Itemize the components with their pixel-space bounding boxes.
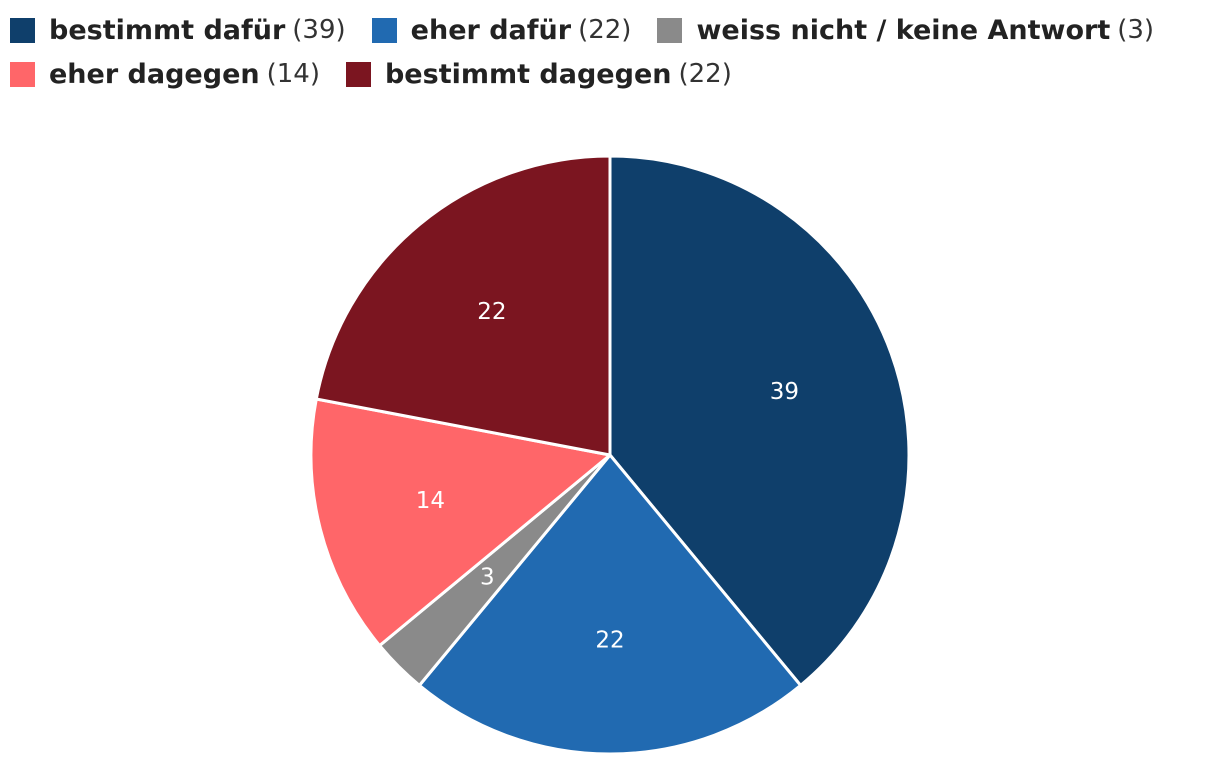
pie-slices <box>309 154 911 756</box>
legend-swatch <box>10 17 35 43</box>
pie-data-labels: 39 22 3 14 22 <box>416 299 799 653</box>
legend-label: weiss nicht / keine Antwort <box>696 14 1111 46</box>
legend-label: eher dafür <box>410 14 572 46</box>
pie-data-label: 39 <box>770 379 799 405</box>
legend-row: bestimmt dafür (39) eher dafür (22) weis… <box>10 10 1210 50</box>
legend-item-eher-dafuer: eher dafür (22) <box>371 14 632 46</box>
legend-swatch <box>657 17 683 43</box>
legend-count: (14) <box>266 59 320 89</box>
legend-count: (39) <box>292 15 346 45</box>
pie-slice-eher-dagegen <box>309 397 612 648</box>
legend-label: bestimmt dafür <box>49 14 286 46</box>
pie-slice-bestimmt-daf-r <box>608 154 911 687</box>
chart-legend: bestimmt dafür (39) eher dafür (22) weis… <box>10 10 1210 98</box>
pie-data-label: 3 <box>480 565 495 591</box>
legend-count: (22) <box>678 59 732 89</box>
pie-slice-bestimmt-dagegen <box>314 154 612 457</box>
legend-item-bestimmt-dagegen: bestimmt dagegen (22) <box>345 58 732 90</box>
legend-count: (3) <box>1117 15 1155 45</box>
legend-count: (22) <box>578 15 632 45</box>
legend-item-eher-dagegen: eher dagegen (14) <box>10 59 320 90</box>
legend-item-bestimmt-dafuer: bestimmt dafür (39) <box>10 15 346 46</box>
legend-label: bestimmt dagegen <box>384 58 672 90</box>
legend-swatch <box>10 61 35 87</box>
legend-row: eher dagegen (14) bestimmt dagegen (22) <box>10 54 1210 94</box>
pie-data-label: 14 <box>416 488 445 514</box>
legend-label: eher dagegen <box>49 58 260 90</box>
pie-data-label: 22 <box>595 627 624 653</box>
pie-data-label: 22 <box>477 299 506 325</box>
legend-item-weiss-nicht: weiss nicht / keine Antwort (3) <box>657 15 1154 46</box>
legend-swatch <box>371 17 397 43</box>
legend-swatch <box>345 61 371 87</box>
pie-slice-eher-daf-r <box>417 453 803 756</box>
